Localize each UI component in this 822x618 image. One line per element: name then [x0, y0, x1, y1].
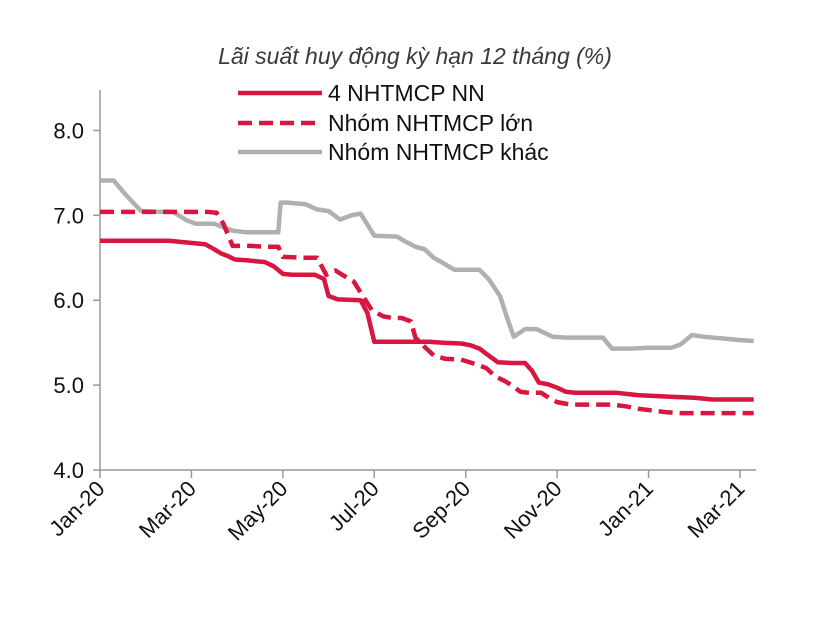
series-line-2: [100, 178, 754, 351]
y-ticks: 4.0 5.0 6.0 7.0 8.0: [53, 118, 100, 483]
x-tick-label: Sep-20: [407, 476, 475, 544]
y-tick-label: 4.0: [53, 458, 84, 483]
x-tick-label: May-20: [223, 476, 293, 546]
legend-label-2: Nhóm NHTMCP khác: [328, 139, 549, 165]
x-tick-label: Jan-20: [44, 476, 109, 541]
x-ticks: Jan-20 Mar-20 May-20 Jul-20 Sep-20 Nov-20 Jan-…: [44, 470, 750, 546]
y-tick-label: 5.0: [53, 373, 84, 398]
x-tick-label: Mar-20: [134, 476, 201, 543]
y-tick-label: 6.0: [53, 288, 84, 313]
series-group: [100, 178, 754, 416]
legend-label-0: 4 NHTMCP NN: [328, 80, 485, 106]
x-tick-label: Mar-21: [683, 476, 750, 543]
x-tick-label: Jul-20: [324, 476, 384, 536]
x-tick-label: Jan-21: [593, 476, 658, 541]
y-tick-label: 8.0: [53, 118, 84, 143]
series-line-1: [100, 209, 754, 416]
chart-title: Lãi suất huy động kỳ hạn 12 tháng (%): [218, 43, 612, 69]
x-tick-label: Nov-20: [499, 476, 567, 544]
axes: [99, 90, 756, 471]
legend-label-1: Nhóm NHTMCP lớn: [328, 110, 533, 136]
y-tick-label: 7.0: [53, 203, 84, 228]
legend: 4 NHTMCP NN Nhóm NHTMCP lớn Nhóm NHTMCP kh…: [238, 80, 549, 165]
series-line-0: [100, 238, 754, 402]
